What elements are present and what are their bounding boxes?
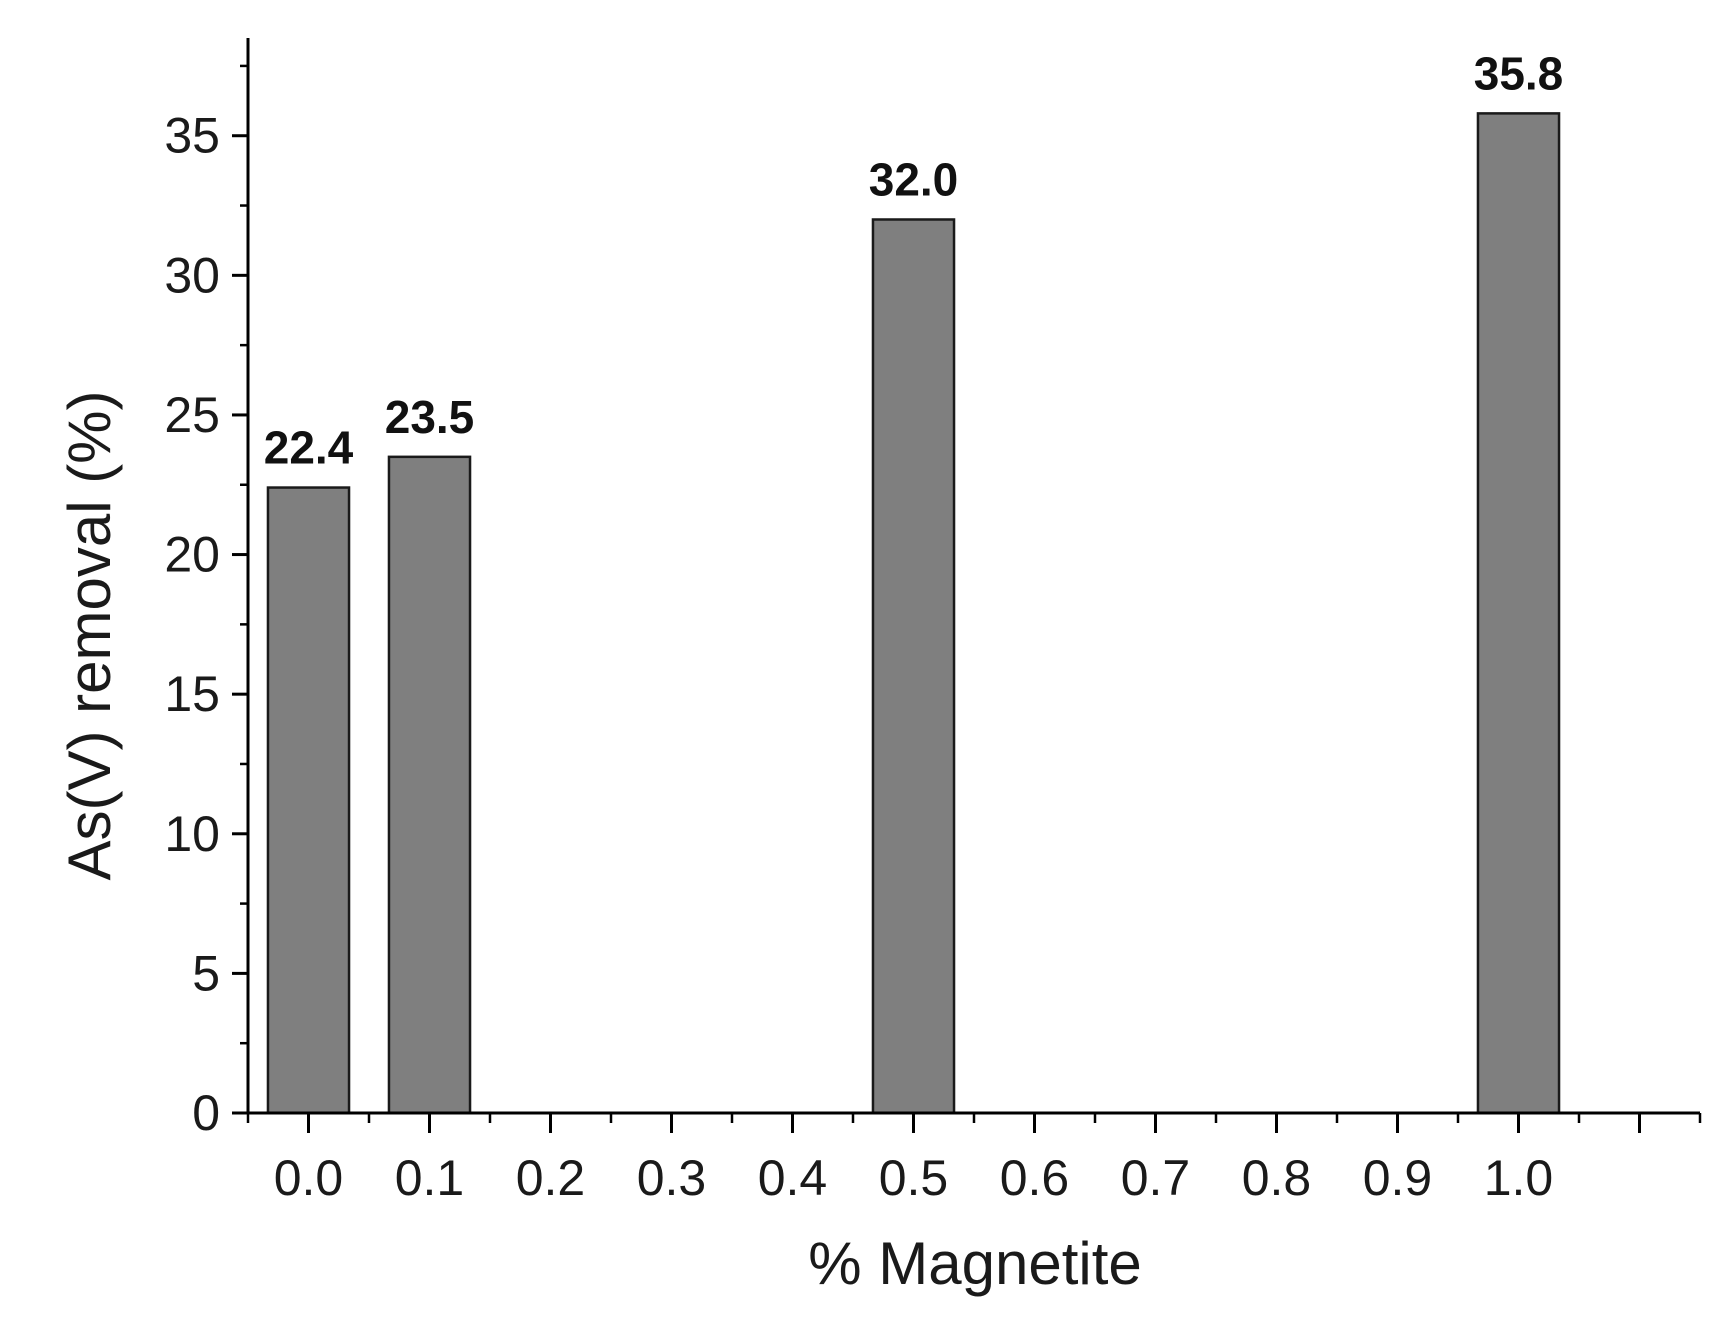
- x-tick-label: 0.1: [395, 1150, 465, 1206]
- y-tick-label: 25: [164, 387, 220, 443]
- data-label-1: 23.5: [385, 391, 475, 443]
- data-label-2: 32.0: [869, 153, 959, 205]
- x-tick-label: 0.5: [879, 1150, 949, 1206]
- y-tick-label: 15: [164, 666, 220, 722]
- y-axis-title: As(V) removal (%): [56, 390, 123, 880]
- y-tick-label: 0: [192, 1085, 220, 1141]
- x-tick-label: 0.0: [274, 1150, 344, 1206]
- x-tick-label: 0.2: [516, 1150, 586, 1206]
- y-tick-label: 30: [164, 247, 220, 303]
- x-tick-label: 0.7: [1121, 1150, 1191, 1206]
- x-tick-label: 1.0: [1484, 1150, 1554, 1206]
- x-tick-label: 0.4: [758, 1150, 828, 1206]
- y-tick-label: 35: [164, 108, 220, 164]
- bars-group: [266, 112, 1561, 1115]
- bar-3: [1476, 112, 1561, 1115]
- bar-0: [266, 486, 351, 1115]
- x-axis-title: % Magnetite: [808, 1230, 1142, 1297]
- y-axis-ticks: 0 5 10 15 20 25 30 35: [164, 64, 248, 1141]
- x-tick-label: 0.8: [1242, 1150, 1312, 1206]
- bar-2: [871, 218, 956, 1115]
- bar-1: [387, 455, 472, 1115]
- data-label-0: 22.4: [264, 422, 354, 474]
- data-label-3: 35.8: [1474, 47, 1564, 99]
- data-labels-group: 22.4 23.5 32.0 35.8: [264, 47, 1564, 473]
- y-tick-label: 5: [192, 945, 220, 1001]
- x-axis-ticks: 0.0 0.1 0.2 0.3 0.4 0.5 0.6 0.7 0.8 0.9 1.0: [246, 1113, 1702, 1206]
- x-tick-label: 0.3: [637, 1150, 707, 1206]
- y-tick-label: 10: [164, 806, 220, 862]
- x-tick-label: 0.6: [1000, 1150, 1070, 1206]
- x-tick-label: 0.9: [1363, 1150, 1433, 1206]
- y-tick-label: 20: [164, 527, 220, 583]
